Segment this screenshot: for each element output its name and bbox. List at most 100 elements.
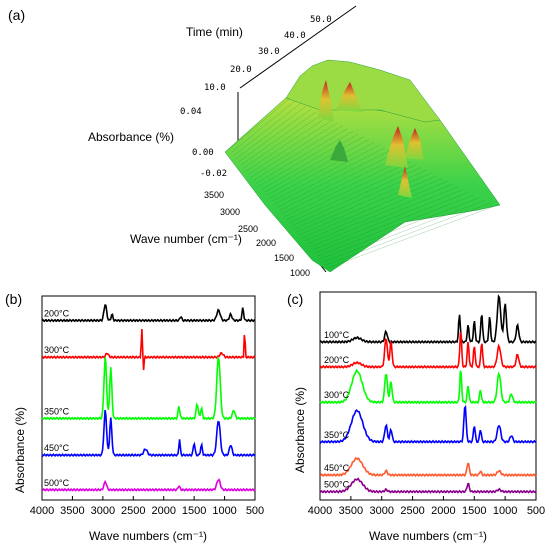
mesh-line [304,180,448,241]
absorbance-tick-label: -0.02 [200,169,227,179]
surface-peak-6 [330,140,348,162]
mesh-line [325,203,490,266]
panel-c-x-ticks: 4000 3500 3000 2500 2000 1500 1000 500 [308,496,545,517]
time-tick-label: 20.0 [230,65,252,75]
mesh-line [309,186,459,247]
mesh-line [263,136,364,193]
mesh-line [248,120,333,175]
x-tick-label: 1500 [462,505,486,517]
panel-b-line-chart: (b) Absorbance (%) Wave numbers (cm⁻¹) 2… [5,291,264,543]
wavenumber-tick-label: 3000 [220,207,240,217]
x-tick-label: 4000 [308,505,332,517]
panel-c-line-chart: (c) Absorbance (%) Wave numbers (cm⁻¹) 1… [287,291,545,543]
x-tick-label: 1000 [493,505,517,517]
mesh-line [243,114,322,169]
x-tick-label: 3000 [369,505,393,517]
mesh-line [297,172,432,232]
mesh-line [274,147,385,205]
mesh-line [315,191,469,254]
series-label: 500°C [324,480,350,490]
mesh-line [317,194,475,257]
mesh-line [261,133,359,190]
mesh-line [307,183,454,244]
series-line [319,477,537,494]
series-label: 200°C [324,355,350,365]
mesh-line [235,106,306,160]
surface-peak-2 [336,82,362,112]
series-label: 300°C [44,345,70,355]
mesh-line [245,117,327,172]
mesh-line [279,153,396,211]
x-tick-label: 4000 [30,505,54,517]
mesh-line [253,125,343,181]
mesh-line [238,108,312,163]
mesh-line [327,205,496,269]
series-label: 200°C [44,308,70,318]
mesh-line [292,167,422,226]
series-line [41,409,256,458]
panel-b-plot-frame [41,295,256,501]
series-line [41,328,256,371]
wavenumber-tick-label: 1500 [274,253,294,263]
time-tick-label: 40.0 [284,31,306,41]
mesh-line [250,122,338,178]
series-label: 500°C [44,478,70,488]
x-tick-label: 1000 [212,505,236,517]
panel-a-label: (a) [8,7,25,23]
mesh-line [240,111,317,166]
panel-c-plot-frame [319,291,537,501]
panel-a-surface-chart: (a) Time (min) Absorbance (%) Wave numbe… [8,5,501,278]
series-label: 450°C [44,443,70,453]
panel-c-ylabel: Absorbance (%) [293,387,307,473]
mesh-line [281,155,401,214]
series-label: 350°C [44,406,70,416]
mesh-line [268,142,375,199]
mesh-line [286,161,411,220]
panel-b-series: 200°C 300°C 350°C 450°C 500°C [41,304,256,492]
x-tick-label: 2000 [431,505,455,517]
series-line [41,355,256,421]
surface-peak-4 [405,128,424,160]
surface-mesh-lines [227,97,496,269]
mesh-line [271,144,380,202]
surface-plot [224,59,501,273]
panel-c-xlabel: Wave numbers (cm⁻¹) [369,529,487,543]
series-line [319,456,537,478]
panel-c-label: (c) [287,291,303,307]
series-label: 300°C [324,390,350,400]
wavenumber-tick-label: 2500 [238,224,258,234]
series-line [319,294,537,345]
time-tick-label: 30.0 [258,47,280,57]
panel-b-ylabel: Absorbance (%) [13,407,27,493]
x-tick-label: 2500 [121,505,145,517]
series-line [319,332,537,370]
wavenumber-tick-label: 1000 [290,268,310,278]
time-tick-label: 10.0 [204,83,226,93]
absorbance-tick-label: 0.00 [192,148,214,158]
wavenumber-tick-label: 3500 [204,190,224,200]
time-axis-title: Time (min) [186,25,243,39]
series-line [41,478,256,492]
panel-b-label: (b) [5,291,22,307]
surface-peak-1 [318,80,334,122]
mesh-line [233,103,301,157]
mesh-line [320,197,480,260]
mesh-line [284,158,406,217]
mesh-line [256,128,348,184]
x-tick-label: 1500 [182,505,206,517]
mesh-line [312,189,464,251]
mesh-line [289,164,417,223]
mesh-line [227,97,291,151]
mesh-line [322,200,485,263]
series-line [41,304,256,323]
x-tick-label: 3000 [91,505,115,517]
mesh-line [258,131,354,187]
mesh-line [299,175,438,235]
mesh-line [230,100,296,154]
series-label: 350°C [324,430,350,440]
absorbance-axis-title: Absorbance (%) [88,130,174,144]
time-tick-label: 50.0 [310,15,332,25]
wavenumber-axis-title: Wave number (cm⁻¹) [130,232,242,246]
surface-peak-3 [385,126,408,168]
panel-b-xlabel: Wave numbers (cm⁻¹) [89,529,207,543]
